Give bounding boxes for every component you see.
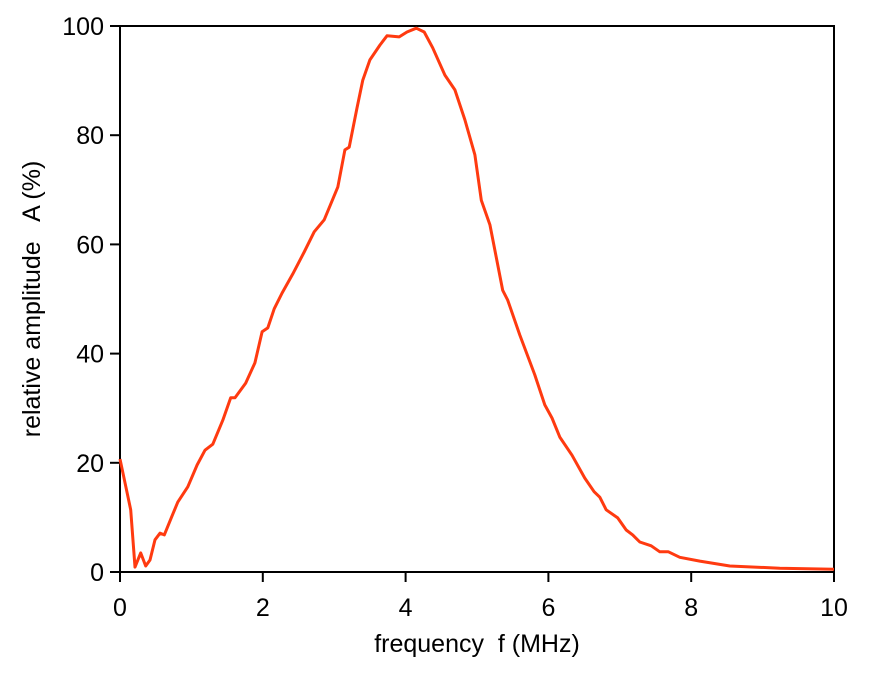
y-axis-label: relative amplitude A (%)	[18, 161, 46, 438]
x-tick-label: 8	[684, 594, 698, 622]
x-tick-label: 0	[113, 594, 127, 622]
x-axis-label: frequency f (MHz)	[374, 630, 580, 658]
y-tick-label: 60	[76, 231, 104, 259]
y-tick-label: 100	[62, 13, 104, 41]
x-tick-label: 6	[541, 594, 555, 622]
y-tick-label: 20	[76, 450, 104, 478]
x-tick-label: 4	[399, 594, 413, 622]
x-tick-label: 2	[256, 594, 270, 622]
y-tick-label: 80	[76, 122, 104, 150]
y-axis-ticks: 0 20 40 60 80 100	[62, 13, 120, 587]
series-line-amplitude	[118, 26, 835, 571]
plot-frame	[119, 25, 835, 573]
x-tick-label: 10	[820, 594, 848, 622]
y-tick-label: 40	[76, 341, 104, 369]
x-axis-ticks: 0 2 4 6 8 10	[113, 572, 848, 622]
y-tick-label: 0	[90, 559, 104, 587]
